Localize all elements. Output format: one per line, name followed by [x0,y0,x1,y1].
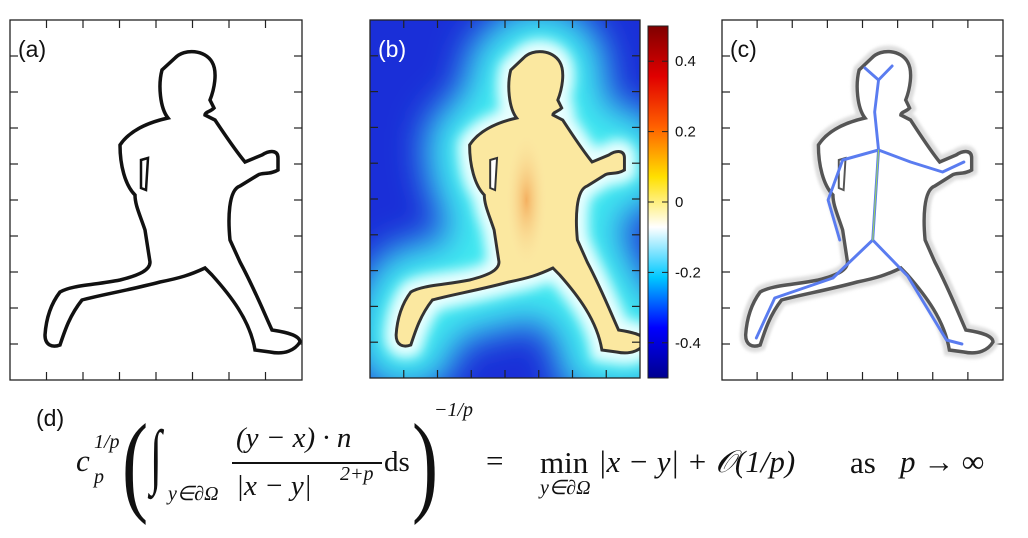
panel-b: (b) 0.4 0.2 0 -0.2 -0.4 [369,19,701,379]
panel-c-label: (c) [730,36,757,62]
panel-a: (a) [9,19,303,381]
eq-open-paren: ( [122,402,149,526]
medial-axis [754,64,966,346]
eq-denominator-sup: 2+p [340,463,374,485]
panel-b-ticks [370,20,640,378]
eq-limit: p → ∞ [900,444,985,479]
medial-axis-back-leg [754,238,875,340]
panel-a-ticks [10,20,302,380]
eq-equals: = [486,443,504,478]
eq-fraction-bar [232,462,382,464]
eq-c-sup: 1/p [94,431,120,453]
eq-as: as [850,445,876,480]
eq-outer-sup: −1/p [434,399,474,421]
colorbar-tick-label: 0.4 [675,53,696,70]
colorbar-ticks: 0.4 0.2 0 -0.2 -0.4 [648,53,701,352]
eq-min-sub: y∈∂Ω [540,477,591,499]
arm-gap-outline [489,157,499,191]
eq-rhs: |x − y| + 𝒪(1/p) [598,444,796,479]
colorbar-tick-label: 0 [675,194,683,211]
colorbar-tick-label: -0.4 [675,335,701,352]
eq-denominator: |x − y| [236,470,312,502]
colorbar-tick-label: -0.2 [675,264,701,281]
panel-c: (c) [721,19,1004,381]
eq-integral: ∫ [150,416,162,496]
medial-axis-front-arm [877,148,966,174]
eq-min: min [540,445,589,480]
eq-c-sub: p [94,466,104,488]
eq-int-sub: y∈∂Ω [168,483,219,505]
colorbar-tick-label: 0.2 [675,124,696,141]
eq-numerator: (y − x) · n [236,422,352,454]
eq-ds: ds [384,446,410,478]
medial-axis-highlight [872,149,880,241]
field-interior-peak [504,130,548,270]
arm-gap-outline [139,156,150,192]
figure-panels: (a) (b) 0.4 0.2 0 -0.2 -0.4 [9,19,1004,381]
panel-b-label: (b) [378,36,406,62]
eq-c: c [76,443,90,478]
eq-close-paren: ) [412,402,439,526]
medial-axis-back-arm [826,148,880,242]
panel-a-label: (a) [18,36,46,62]
panel-d-label: (d) [36,405,65,431]
panel-c-ticks [722,20,1003,380]
